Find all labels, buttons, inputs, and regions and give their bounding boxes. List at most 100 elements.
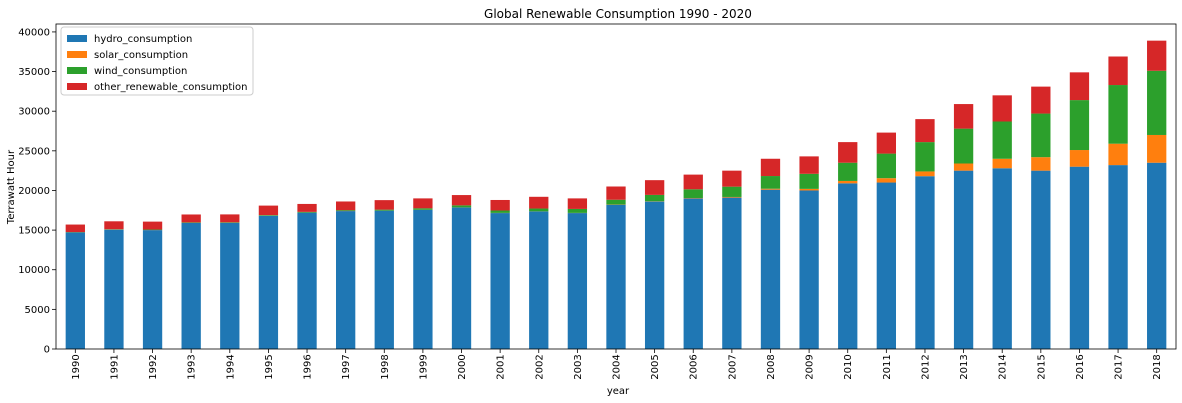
bar-other-renewable-consumption-2007 — [722, 170, 742, 187]
legend-box — [60, 26, 254, 96]
bar-wind-consumption-2011 — [876, 153, 896, 179]
bar-hydro-consumption-2000 — [451, 207, 472, 349]
bar-other-renewable-consumption-2001 — [490, 199, 510, 211]
y-tick-label: 20000 — [18, 186, 50, 197]
bar-other-renewable-consumption-2002 — [529, 196, 549, 209]
y-tick-label: 30000 — [18, 107, 50, 118]
legend-label-other-renewable-consumption: other_renewable_consumption — [94, 82, 248, 93]
y-tick-label: 5000 — [25, 305, 50, 316]
legend-label-hydro-consumption: hydro_consumption — [94, 34, 192, 45]
bar-hydro-consumption-2012 — [915, 176, 935, 349]
bar-other-renewable-consumption-2008 — [760, 158, 781, 177]
x-tick-label: 1990 — [71, 354, 82, 379]
legend: hydro_consumption solar_consumption wind_c… — [60, 26, 254, 96]
bar-other-renewable-consumption-2005 — [644, 180, 665, 195]
bar-other-renewable-consumption-2017 — [1108, 56, 1128, 86]
x-tick-label: 1994 — [225, 354, 236, 379]
bar-wind-consumption-2006 — [683, 189, 703, 198]
bar-wind-consumption-1999 — [413, 208, 433, 210]
x-tick-label: 2009 — [805, 354, 816, 379]
bar-hydro-consumption-2009 — [799, 190, 819, 349]
bar-other-renewable-consumption-2009 — [799, 156, 819, 174]
x-tick-label: 1991 — [109, 354, 120, 379]
bar-other-renewable-consumption-1992 — [142, 221, 163, 230]
bar-hydro-consumption-2018 — [1147, 162, 1167, 349]
bar-other-renewable-consumption-1998 — [374, 200, 394, 210]
bar-solar-consumption-2018 — [1147, 134, 1167, 163]
bar-hydro-consumption-2008 — [760, 189, 781, 349]
bar-wind-consumption-2017 — [1108, 85, 1128, 144]
legend-label-wind-consumption: wind_consumption — [94, 66, 187, 77]
bar-hydro-consumption-1997 — [336, 211, 356, 349]
bar-hydro-consumption-1992 — [142, 230, 163, 349]
bar-wind-consumption-2016 — [1069, 100, 1090, 151]
bar-wind-consumption-2018 — [1147, 70, 1167, 135]
bar-other-renewable-consumption-2006 — [683, 174, 703, 190]
bar-wind-consumption-1998 — [374, 209, 394, 211]
bar-wind-consumption-2014 — [992, 121, 1012, 159]
bar-other-renewable-consumption-2012 — [915, 119, 935, 143]
x-axis-label: year — [607, 386, 630, 397]
bar-other-renewable-consumption-2004 — [606, 186, 626, 200]
bar-wind-consumption-2005 — [644, 194, 665, 202]
legend-label-solar-consumption: solar_consumption — [94, 50, 188, 61]
bar-solar-consumption-2007 — [722, 196, 742, 198]
bar-other-renewable-consumption-2014 — [992, 95, 1012, 122]
bar-wind-consumption-2013 — [953, 128, 974, 164]
x-tick-label: 2004 — [612, 354, 623, 379]
bar-hydro-consumption-1993 — [181, 222, 201, 349]
bar-hydro-consumption-2014 — [992, 168, 1012, 349]
bar-hydro-consumption-2002 — [529, 211, 549, 349]
y-axis-label: Terrawatt Hour — [6, 149, 17, 225]
bar-hydro-consumption-1995 — [258, 215, 279, 349]
bar-wind-consumption-2007 — [722, 186, 742, 197]
bar-other-renewable-consumption-2018 — [1147, 40, 1167, 71]
bar-solar-consumption-2010 — [838, 180, 858, 184]
bar-other-renewable-consumption-1997 — [336, 201, 356, 211]
bar-wind-consumption-1995 — [258, 215, 279, 216]
bar-hydro-consumption-2010 — [838, 183, 858, 349]
x-tick-label: 2018 — [1152, 354, 1163, 379]
bar-hydro-consumption-2013 — [953, 170, 974, 349]
bar-wind-consumption-2012 — [915, 142, 935, 172]
bar-other-renewable-consumption-1993 — [181, 214, 201, 223]
bar-solar-consumption-2009 — [799, 188, 819, 191]
bar-solar-consumption-2016 — [1069, 150, 1090, 167]
bar-other-renewable-consumption-2015 — [1031, 86, 1051, 114]
chart-title: Global Renewable Consumption 1990 - 2020 — [484, 7, 752, 21]
bar-other-renewable-consumption-1995 — [258, 205, 279, 216]
bar-wind-consumption-2003 — [567, 208, 588, 213]
bar-other-renewable-consumption-2013 — [953, 104, 974, 129]
bar-other-renewable-consumption-2003 — [567, 198, 588, 209]
bar-other-renewable-consumption-2000 — [451, 195, 472, 206]
bar-other-renewable-consumption-1991 — [104, 221, 124, 230]
x-tick-label: 2001 — [496, 354, 507, 379]
x-tick-label: 1995 — [264, 354, 275, 379]
x-axis: 1990 1991 1992 1993 1994 1995 1996 1997 1998 1999… — [71, 349, 1163, 380]
bar-hydro-consumption-2003 — [567, 213, 588, 349]
x-tick-label: 2010 — [843, 354, 854, 379]
bar-wind-consumption-2001 — [490, 210, 510, 213]
bar-solar-consumption-2013 — [953, 163, 974, 171]
x-tick-label: 2017 — [1114, 354, 1125, 379]
legend-swatch-solar-consumption — [67, 51, 87, 58]
bar-hydro-consumption-2004 — [606, 204, 626, 349]
bar-solar-consumption-2012 — [915, 171, 935, 177]
x-tick-label: 1997 — [341, 354, 352, 379]
x-tick-label: 2003 — [573, 354, 584, 379]
bar-hydro-consumption-2006 — [683, 198, 703, 349]
bar-other-renewable-consumption-1990 — [65, 224, 85, 233]
y-tick-label: 15000 — [18, 226, 50, 237]
bar-solar-consumption-2011 — [876, 178, 896, 183]
bar-hydro-consumption-1990 — [65, 232, 85, 349]
x-tick-label: 2005 — [650, 354, 661, 379]
bar-wind-consumption-2008 — [760, 176, 781, 189]
bar-hydro-consumption-2007 — [722, 197, 742, 349]
x-tick-label: 2015 — [1036, 354, 1047, 379]
bar-hydro-consumption-2017 — [1108, 165, 1128, 349]
bar-wind-consumption-1994 — [220, 222, 240, 223]
legend-swatch-wind-consumption — [67, 67, 87, 74]
y-tick-label: 35000 — [18, 67, 50, 78]
legend-swatch-other-renewable-consumption — [67, 83, 87, 90]
